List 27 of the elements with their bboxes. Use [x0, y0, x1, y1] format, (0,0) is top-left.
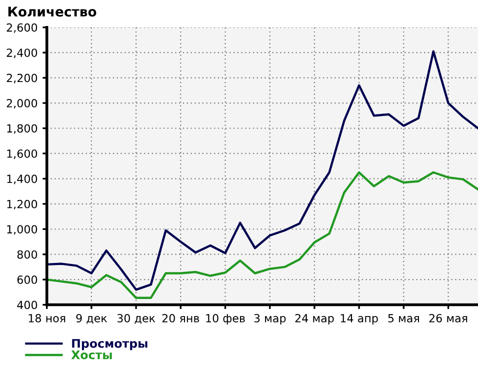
x-tick-label: 26 мая [429, 314, 468, 322]
legend-label: Хосты [71, 350, 112, 360]
x-tick-label: 30 дек [117, 314, 156, 324]
x-tick-label: 3 мар [254, 314, 286, 325]
x-tick-label: 10 фев [206, 314, 245, 325]
x-tick-label: 20 янв [162, 314, 200, 322]
x-tick-label: 9 дек [76, 314, 107, 324]
y-tick-label: 1,000 [7, 225, 38, 235]
y-tick-label: 2,200 [6, 74, 38, 84]
x-tick-label: 24 мар [295, 314, 334, 325]
x-tick-label: 5 мая [388, 314, 419, 322]
line-series [46, 171, 478, 299]
x-tick-label: 18 ноя [28, 314, 66, 322]
y-tick-label: 2,600 [6, 23, 38, 33]
y-tick-label: 1,600 [7, 149, 38, 159]
y-tick-label: 600 [17, 276, 38, 284]
chart-title: Количество [8, 6, 96, 17]
x-tick-label: 14 апр [340, 314, 378, 325]
y-tick-label: 2,000 [6, 99, 38, 109]
line-series [46, 50, 478, 291]
y-tick-label: 1,800 [7, 124, 38, 134]
y-tick-label: 400 [17, 300, 38, 310]
legend-label: Просмотры [72, 339, 148, 350]
y-tick-label: 1,200 [7, 200, 38, 210]
y-tick-label: 800 [17, 250, 38, 259]
y-tick-label: 1,400 [7, 174, 38, 184]
y-tick-label: 2,400 [6, 48, 38, 58]
